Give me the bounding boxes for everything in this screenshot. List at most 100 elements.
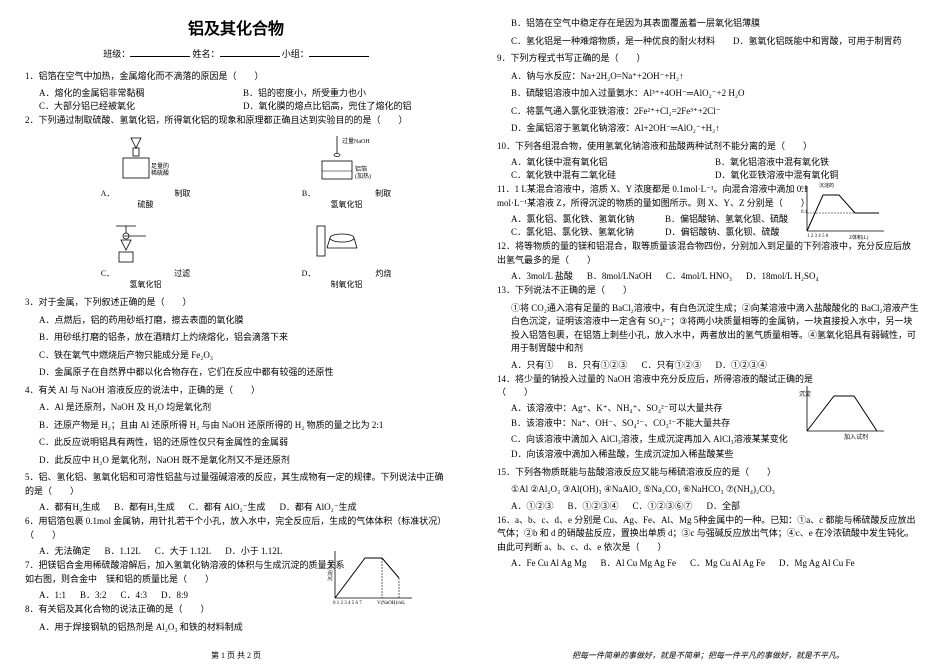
- q7-stem: 7．把镁铝合金用稀硫酸溶解后，加入氢氧化钠溶液的体积与生成沉淀的质量关系如右图，…: [25, 559, 347, 586]
- q12-D: D．18mol/L H₂SO₄: [746, 269, 819, 282]
- svg-text:0.1: 0.1: [801, 210, 808, 215]
- group-label: 小组：: [282, 49, 309, 59]
- svg-text:1 2 3 4 5 6: 1 2 3 4 5 6: [807, 234, 829, 239]
- q5-D: D．都有 AlO₂⁻生成: [279, 500, 356, 513]
- q6-C: C．大于 1.12L: [155, 544, 212, 557]
- q6-A: A．无法确定: [39, 544, 91, 557]
- q15-C: C．①②③⑥⑦: [633, 499, 693, 512]
- svg-text:V(NaOH)/mL: V(NaOH)/mL: [377, 601, 405, 606]
- q2-stem: 2．下列通过制取硫酸、氢氧化铝，所得氧化铝的现象和原理都正确且达到实验目的的是（…: [25, 114, 447, 128]
- q4-stem: 4．有关 Al 与 NaOH 溶液反应的说法中，正确的是（ ）: [25, 384, 447, 398]
- q15-line1: ①Al ②Al₂O₃ ③Al(OH)₃ ④NaAlO₂ ⑤Na₂CO₃ ⑥NaH…: [497, 483, 919, 497]
- q8-A: A．用于焊接钢轨的铝热剂是 Al₂O₃ 和铁的材料制成: [25, 621, 447, 635]
- q10-A: A．氧化镁中混有氧化铝: [511, 155, 707, 168]
- svg-text:沉淀的: 沉淀的: [819, 182, 834, 189]
- q9-A: A．钠与水反应：Na+2H₂O=Na⁺+2OH⁻+H₂↑: [497, 70, 919, 84]
- svg-text:(加热): (加热): [355, 172, 371, 180]
- svg-text:足量的: 足量的: [151, 162, 169, 170]
- q4-C: C．此反应说明铝具有两性，铝的还原性仅只有金属性的金属弱: [25, 436, 447, 450]
- q6-B: B．1.12L: [105, 544, 141, 557]
- q2-labelC: C． 过滤氢氧化铝: [101, 268, 191, 290]
- svg-text:过量NaOH: 过量NaOH: [342, 137, 370, 145]
- q15-A: A．①②③: [511, 499, 554, 512]
- q11-C: C．氯化铝、氯化铁、氢氧化钠: [511, 225, 659, 238]
- q16-stem: 16．a、b、c、d、e 分别是 Cu、Ag、Fe、Al、Mg 5种金属中的一种…: [497, 514, 919, 555]
- q11-stem: 11．1 L某混合溶液中，溶质 X、Y 浓度都是 0.1mol·L⁻¹。向混合溶…: [497, 183, 819, 210]
- q13-A: A．只有①: [511, 358, 554, 371]
- q15-stem: 15．下列各物质既能与盐酸溶液反应又能与稀硫溶液反应的是（ ）: [497, 466, 919, 480]
- q2-diagC: C． 过滤氢氧化铝: [101, 218, 191, 290]
- q7-A: A．1:1: [39, 588, 66, 601]
- svg-text:沉淀(mol): 沉淀(mol): [327, 560, 334, 581]
- q3-B: B．用砂纸打磨的铝条，放在酒精灯上灼烧熔化，铝会滴落下来: [25, 331, 447, 345]
- q11-wrap: 11．1 L某混合溶液中，溶质 X、Y 浓度都是 0.1mol·L⁻¹。向混合溶…: [497, 181, 919, 238]
- group-blank[interactable]: [309, 56, 369, 57]
- q9-C: C．将氯气通入氯化亚铁溶液：2Fe²⁺+Cl₂=2Fe³⁺+2Cl⁻: [497, 105, 919, 119]
- q12-A: A．3mol/L 盐酸: [511, 269, 573, 282]
- q9-D: D．金属铝溶于氢氧化钠溶液：Al+2OH⁻═AlO₂⁻+H₂↑: [497, 122, 919, 136]
- q3-A: A．点燃后，铝的药用砂纸打磨，擦去表面的氧化膜: [25, 314, 447, 328]
- name-label: 姓名：: [192, 49, 219, 59]
- q3-stem: 3．对于金属，下列叙述正确的是（ ）: [25, 296, 447, 310]
- q3-C: C．铁在氧气中燃烧后产物只能成分是 Fe₂O₃: [25, 349, 447, 363]
- q16-A: A．Fe Cu Al Ag Mg: [511, 556, 587, 569]
- q7-wrap: 7．把镁铝合金用稀硫酸溶解后，加入氢氧化钠溶液的体积与生成沉淀的质量关系如右图，…: [25, 557, 447, 601]
- q11-A: A．氯化铝、氯化铁、氢氧化钠: [511, 212, 659, 225]
- q10-D: D．氧化亚铁溶液中混有氧化铜: [715, 168, 911, 181]
- q2-labelB: B． 制取氢氧化铝: [302, 188, 392, 210]
- q1-stem: 1．铝箔在空气中加热，金属熔化而不滴落的原因是（ ）: [25, 70, 447, 84]
- q6-D: D．小于 1.12L: [225, 544, 282, 557]
- q9-B: B．硫酸铝溶液中加入过量氨水：Al³⁺+4OH⁻═AlO₂⁻+2 H₂O: [497, 87, 919, 101]
- q5-A: A．都有H₂生成: [39, 500, 100, 513]
- q3-D: D．金属原子在自然界中都以化合物存在，它们在反应中都有较强的还原性: [25, 366, 447, 380]
- q14-A: A．该溶液中：Ag⁺、K⁺、NH₄⁺、SO₄²⁻可以大量共存: [497, 402, 819, 416]
- q12-B: B．8mol/LNaOH: [587, 269, 652, 282]
- left-footer: 第 1 页 共 2 页: [0, 650, 472, 661]
- q13-C: C．只有①②③: [642, 358, 702, 371]
- q10-B: B．氧化铝溶液中混有氧化铁: [715, 155, 911, 168]
- q15-D: D．全部: [707, 499, 741, 512]
- q2-diagB: 过量NaOH 铝箔 (加热) B． 制取氢氧化铝: [302, 133, 392, 210]
- q4-B: B．还原产物是 H₂；且由 Al 还原所得 H₂ 与由 NaOH 还原所得的 H…: [25, 419, 447, 433]
- svg-text:铝箔: 铝箔: [355, 165, 367, 173]
- right-page: B．铝箔在空气中稳定存在是因为其表面覆盖着一层氧化铝薄膜 C．氢化铝是一种难熔物…: [472, 0, 944, 669]
- q11-B: B．偏铝酸钠、氢氧化钡、硫酸: [665, 212, 813, 225]
- q16-B: B．Al Cu Mg Ag Fe: [601, 556, 677, 569]
- q5-B: B．都有H₂生成: [114, 500, 175, 513]
- q16-D: D．Mg Ag Al Cu Fe: [779, 556, 855, 569]
- header-line: 班级： 姓名： 小组：: [25, 47, 447, 60]
- q2-diagA: 足量的 稀硫酸 A． 制取硫酸: [101, 133, 191, 210]
- q5-C: C．都有 AlO₂⁻生成: [189, 500, 266, 513]
- q11-D: D．偏铝酸钠、氯化钡、硫酸: [665, 225, 813, 238]
- name-blank[interactable]: [220, 56, 280, 57]
- svg-text:稀硫酸: 稀硫酸: [151, 169, 169, 177]
- doc-title: 铝及其化合物: [25, 15, 447, 39]
- svg-text:加入试剂: 加入试剂: [844, 433, 868, 441]
- q7-chart: 0 1 2 3 4 5 6 7 V(NaOH)/mL 沉淀(mol): [327, 546, 417, 606]
- q13-stem: 13．下列说法不正确的是（ ）: [497, 284, 919, 298]
- q7-C: C．4:3: [121, 588, 148, 601]
- q11-chart: 0.2 0.1 1 2 3 4 5 6 沉淀的 Z体积(L): [799, 181, 889, 241]
- q13-text1: ①将 CO₂通入溶有足量的 BaCl₂溶液中，有白色沉淀生成；②向某溶液中滴入盐…: [497, 302, 919, 356]
- q14-C: C．向该溶液中滴加入 AlCl₃溶液，生成沉淀再加入 AlCl₃溶液某某变化: [497, 433, 819, 447]
- q4-D: D．此反应中 H₂O 是氧化剂，NaOH 既不是氧化剂又不是还原剂: [25, 454, 447, 468]
- q7-D: D．8:9: [161, 588, 188, 601]
- svg-text:0.2: 0.2: [801, 186, 808, 191]
- svg-text:沉淀: 沉淀: [799, 390, 811, 398]
- q1-A: A．熔化的金属铝非常黏稠: [39, 86, 235, 99]
- class-blank[interactable]: [130, 56, 190, 57]
- q10-stem: 10．下列各组混合物，使用氢氧化钠溶液和盐酸两种试剂不能分离的是（ ）: [497, 140, 919, 154]
- q10-C: C．氧化铁中混有二氧化硅: [511, 168, 707, 181]
- q14-D: D．向该溶液中滴加入稀盐酸，生成沉淀加入稀盐酸某些: [497, 448, 819, 462]
- q2-labelD: D． 灼烧制氧化铝: [302, 268, 392, 290]
- q2-diagrams2: C． 过滤氢氧化铝 D． 灼烧制氧化铝: [45, 218, 447, 290]
- svg-text:0 1 2 3 4 5 6 7: 0 1 2 3 4 5 6 7: [333, 601, 362, 606]
- q1-B: B．铝的密度小，所受重力也小: [243, 86, 439, 99]
- q8-B: B．铝箔在空气中稳定存在是因为其表面覆盖着一层氧化铝薄膜: [497, 17, 919, 31]
- q7-B: B．3:2: [80, 588, 107, 601]
- q16-C: C．Mg Cu Al Ag Fe: [690, 556, 765, 569]
- svg-text:Z体积(L): Z体积(L): [849, 234, 869, 241]
- right-footer: 把每一件简单的事做好，就是不简单；把每一件平凡的事做好，就是不平凡。: [472, 650, 944, 661]
- q1-D: D．氧化膜的熔点比铝高，兜住了熔化的铝: [243, 99, 439, 112]
- q14-B: B．该溶液中：Na⁺、OH⁻、SO₄²⁻、CO₃²⁻不能大量共存: [497, 417, 819, 431]
